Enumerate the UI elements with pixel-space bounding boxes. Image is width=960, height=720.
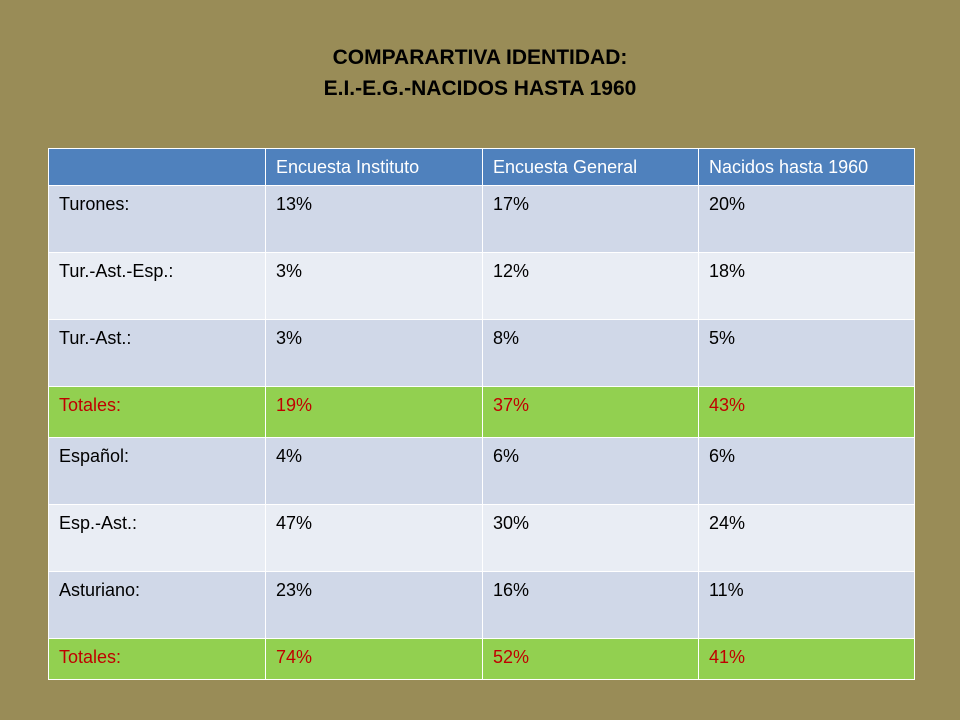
slide-title: COMPARARTIVA IDENTIDAD: E.I.-E.G.-NACIDO…	[0, 42, 960, 104]
cell-value: 5%	[698, 319, 915, 387]
cell-value: 19%	[265, 386, 483, 438]
cell-value: 13%	[265, 185, 483, 253]
cell-value: 41%	[698, 638, 915, 680]
table-row: Español: 4% 6% 6%	[48, 437, 915, 505]
title-line-2: E.I.-E.G.-NACIDOS HASTA 1960	[323, 77, 637, 100]
cell-value: 6%	[698, 437, 915, 505]
table-row: Esp.-Ast.: 47% 30% 24%	[48, 504, 915, 572]
table-header-row: Encuesta Instituto Encuesta General Naci…	[48, 148, 915, 186]
cell-value: 17%	[482, 185, 699, 253]
row-label: Tur.-Ast.:	[48, 319, 266, 387]
row-label: Totales:	[48, 386, 266, 438]
cell-value: 23%	[265, 571, 483, 639]
row-label: Turones:	[48, 185, 266, 253]
header-encuesta-general: Encuesta General	[482, 148, 699, 186]
cell-value: 8%	[482, 319, 699, 387]
row-label: Tur.-Ast.-Esp.:	[48, 252, 266, 320]
row-label: Totales:	[48, 638, 266, 680]
header-nacidos-hasta-1960: Nacidos hasta 1960	[698, 148, 915, 186]
table-row: Tur.-Ast.: 3% 8% 5%	[48, 319, 915, 387]
row-label: Asturiano:	[48, 571, 266, 639]
cell-value: 4%	[265, 437, 483, 505]
table-row: Asturiano: 23% 16% 11%	[48, 571, 915, 639]
table-row: Tur.-Ast.-Esp.: 3% 12% 18%	[48, 252, 915, 320]
cell-value: 6%	[482, 437, 699, 505]
cell-value: 16%	[482, 571, 699, 639]
cell-value: 30%	[482, 504, 699, 572]
cell-value: 11%	[698, 571, 915, 639]
cell-value: 47%	[265, 504, 483, 572]
cell-value: 12%	[482, 252, 699, 320]
totals-row: Totales: 19% 37% 43%	[48, 386, 915, 438]
cell-value: 37%	[482, 386, 699, 438]
title-line-1: COMPARARTIVA IDENTIDAD:	[332, 46, 628, 69]
cell-value: 74%	[265, 638, 483, 680]
cell-value: 52%	[482, 638, 699, 680]
cell-value: 43%	[698, 386, 915, 438]
totals-row: Totales: 74% 52% 41%	[48, 638, 915, 680]
cell-value: 24%	[698, 504, 915, 572]
comparison-table: Encuesta Instituto Encuesta General Naci…	[48, 148, 915, 680]
header-encuesta-instituto: Encuesta Instituto	[265, 148, 483, 186]
row-label: Español:	[48, 437, 266, 505]
cell-value: 3%	[265, 252, 483, 320]
table-row: Turones: 13% 17% 20%	[48, 185, 915, 253]
row-label: Esp.-Ast.:	[48, 504, 266, 572]
cell-value: 18%	[698, 252, 915, 320]
cell-value: 3%	[265, 319, 483, 387]
header-cell-empty	[48, 148, 266, 186]
cell-value: 20%	[698, 185, 915, 253]
